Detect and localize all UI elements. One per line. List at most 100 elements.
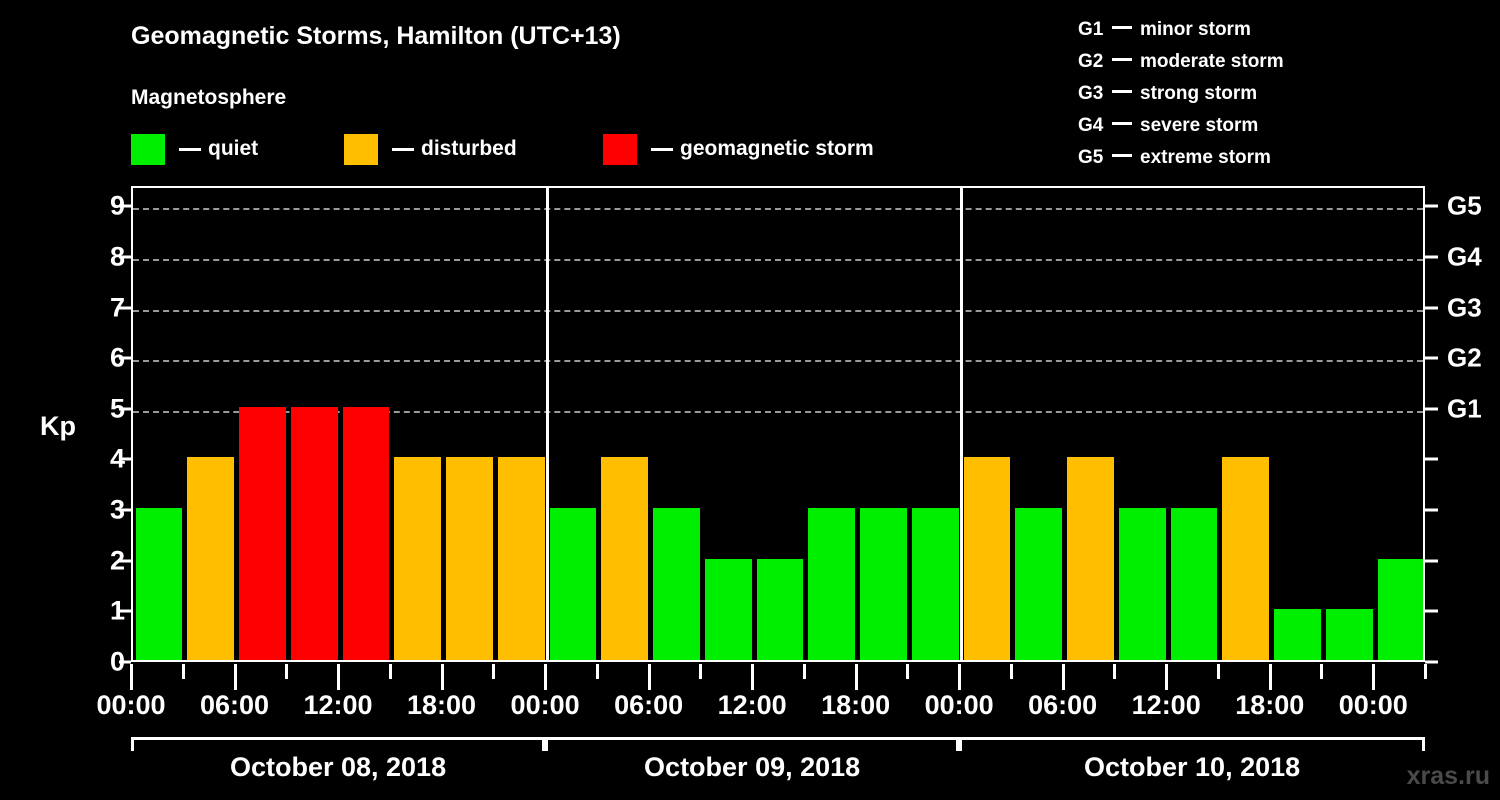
bar: [860, 508, 907, 660]
bar: [1377, 558, 1423, 660]
y-axis-tick-mark: [119, 508, 131, 512]
right-axis-tick-mark: [1425, 609, 1438, 613]
g-scale-description: moderate storm: [1140, 51, 1284, 72]
g-scale-dash-icon: [1112, 153, 1132, 157]
right-axis-tick-mark: [1425, 356, 1438, 360]
right-axis-tick-mark: [1425, 407, 1438, 411]
right-axis-tick-mark: [1425, 457, 1438, 461]
y-axis-tick-label: 9: [109, 190, 125, 221]
x-axis-tick-label: 06:00: [1028, 690, 1098, 720]
g-scale-dash-icon: [1112, 25, 1132, 29]
right-axis-tick-label: G4: [1447, 241, 1482, 272]
bar: [653, 508, 700, 660]
y-axis-tick-label: 1: [109, 595, 125, 626]
x-axis-tick-minor: [906, 664, 910, 679]
bar: [704, 558, 752, 660]
y-axis-tick-mark: [119, 660, 131, 664]
g-scale-dash-icon: [1112, 89, 1132, 93]
quiet-legend-swatch-icon: [131, 133, 165, 165]
x-axis-tick-label: 12:00: [717, 690, 787, 720]
right-axis-tick-mark: [1425, 559, 1438, 563]
right-axis-tick-mark: [1425, 508, 1438, 512]
right-axis-tick-mark: [1425, 306, 1438, 310]
legend-dash-icon: [651, 147, 673, 151]
day-label: October 10, 2018: [1084, 752, 1301, 782]
bar: [1170, 508, 1218, 660]
x-axis-tick-label: 12:00: [1131, 690, 1201, 720]
geomagnetic-storm-legend-swatch-icon: [603, 133, 637, 165]
x-axis-tick-major: [130, 664, 133, 690]
x-axis-tick-major: [751, 664, 755, 690]
bar: [601, 457, 649, 660]
bar: [187, 457, 234, 660]
y-axis-tick-label: 6: [109, 342, 125, 373]
bar: [963, 457, 1011, 660]
y-axis-tick-mark: [119, 609, 131, 613]
day-bracket: [959, 737, 1425, 751]
plot-inner: [133, 188, 1423, 660]
bar: [549, 508, 597, 660]
x-axis-tick-minor: [388, 664, 392, 679]
x-axis-tick-major: [440, 664, 444, 690]
gridline-kp-9: [133, 208, 1423, 211]
watermark: xras.ru: [1406, 762, 1490, 790]
bar: [446, 457, 493, 660]
g-scale-description: severe storm: [1140, 115, 1259, 136]
bar: [1274, 609, 1321, 660]
bar: [1325, 609, 1373, 660]
bar: [1015, 508, 1063, 660]
y-axis-tick-label: 8: [109, 241, 125, 272]
right-axis-tick-label: G2: [1447, 342, 1482, 373]
y-axis-tick-mark: [119, 457, 131, 461]
x-axis-tick-label: 00:00: [510, 690, 580, 720]
g-scale-code: G4: [1078, 115, 1104, 136]
x-axis-tick-major: [233, 664, 237, 690]
y-axis-tick-label: 4: [109, 443, 125, 474]
bar: [394, 457, 442, 660]
x-axis-tick-major: [337, 664, 341, 690]
x-axis-tick-major: [854, 664, 858, 690]
quiet-legend-label: quiet: [208, 137, 259, 160]
x-axis-tick-minor: [1320, 664, 1324, 679]
x-axis-tick-label: 18:00: [1235, 690, 1305, 720]
geomagnetic-storm-legend: geomagnetic storm: [603, 133, 874, 165]
bar: [239, 406, 286, 660]
disturbed-legend-label: disturbed: [421, 137, 517, 160]
g-scale-dash-icon: [1112, 57, 1132, 61]
bar: [1222, 457, 1270, 660]
x-axis-tick-label: 12:00: [303, 690, 373, 720]
right-axis-tick-label: G3: [1447, 292, 1482, 323]
right-axis-tick-label: G1: [1447, 393, 1482, 424]
gridline-kp-8: [133, 258, 1423, 261]
bar: [135, 508, 183, 660]
bar: [342, 406, 390, 660]
g-scale-description: extreme storm: [1140, 147, 1271, 168]
x-axis-tick-label: 18:00: [407, 690, 477, 720]
bar: [808, 508, 856, 660]
x-axis-tick-minor: [492, 664, 496, 679]
x-axis-tick-major: [1061, 664, 1065, 690]
y-axis-tick-mark: [119, 204, 131, 208]
day-separator: [546, 188, 550, 660]
chart-subtitle: Magnetosphere: [131, 86, 287, 109]
g-scale-row-g4: G4 severe storm: [1078, 110, 1284, 142]
gridline-kp-6: [133, 360, 1423, 363]
quiet-legend: quiet: [131, 133, 258, 165]
x-axis-tick-major: [958, 664, 962, 690]
g-scale-code: G5: [1078, 147, 1104, 168]
bar: [497, 457, 545, 660]
x-axis-tick-minor: [1424, 664, 1427, 679]
x-axis-tick-label: 06:00: [199, 690, 270, 720]
g-scale-row-g3: G3 strong storm: [1078, 78, 1284, 110]
y-axis-tick-mark: [119, 306, 131, 310]
g-scale-code: G1: [1078, 19, 1104, 40]
y-axis-tick-label: 7: [109, 292, 125, 323]
y-axis-label: Kp: [40, 411, 76, 441]
x-axis-tick-major: [1268, 664, 1272, 690]
gridline-kp-7: [133, 309, 1423, 312]
bar: [1118, 508, 1166, 660]
x-axis-tick-label: 00:00: [96, 690, 166, 720]
y-axis-tick-label: 0: [109, 646, 125, 677]
x-axis-tick-minor: [1009, 664, 1013, 679]
legend-dash-icon: [392, 147, 414, 151]
